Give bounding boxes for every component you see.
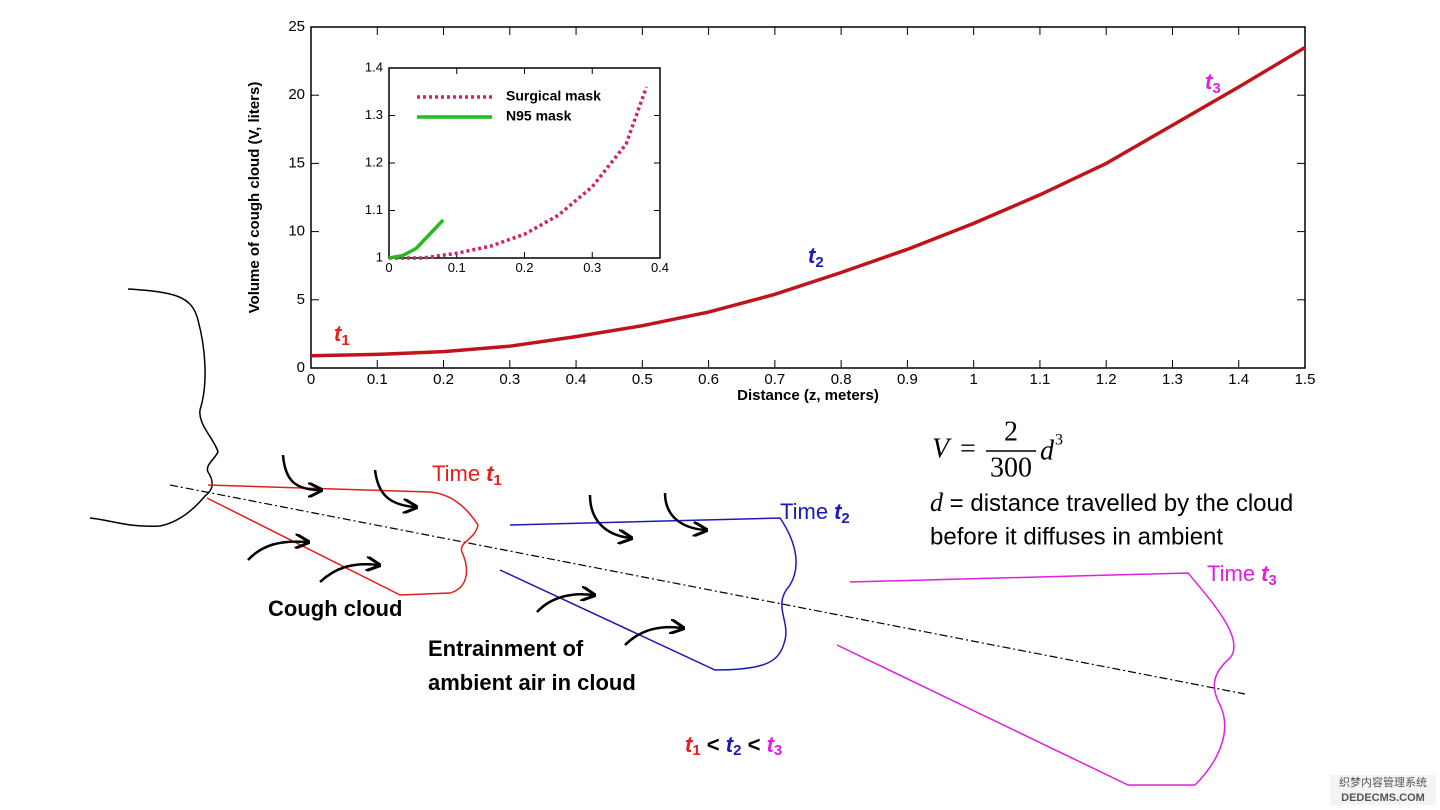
time-sub: 1 (493, 472, 501, 489)
x-tick-label: 1.2 (1096, 371, 1117, 388)
order-label: t1 < t2 < t3 (685, 732, 782, 762)
time-sub: 3 (1268, 572, 1276, 589)
time-prefix: Time (780, 499, 828, 524)
time-label: Time t2 (780, 499, 850, 527)
formula-numerator: 2 (1004, 416, 1018, 447)
cloud-2 (499, 517, 797, 671)
data-line (389, 86, 649, 260)
formula-note: d = distance travelled by the cloud (930, 488, 1293, 517)
formula-eq: = (960, 433, 976, 464)
charts: 0 0.1 0.2 0.3 0.4 0.5 0.6 0.7 0.8 0.9 1 1.1 1.2 1.3 1.… (246, 18, 1315, 404)
face-outline (89, 288, 219, 528)
x-tick-label: 0.1 (367, 371, 388, 388)
formula: V = 2 300 d 3 (932, 416, 1063, 483)
x-tick-label: 0.9 (897, 371, 918, 388)
x-tick-label: 0.6 (698, 371, 719, 388)
annotation: t2 (808, 243, 824, 271)
formula-denominator: 300 (990, 452, 1032, 483)
annotation-t: t (1205, 69, 1214, 94)
x-tick-label: 1.1 (1030, 371, 1051, 388)
y-tick-label: 5 (297, 291, 305, 308)
arrows (247, 454, 705, 646)
annotation: t3 (1205, 69, 1221, 97)
order-sub: 2 (733, 742, 741, 759)
x-tick-label: 0.3 (499, 371, 520, 388)
x-tick-label: 0 (385, 260, 392, 275)
formula-var: d (1040, 435, 1055, 466)
x-tick-label: 0.2 (515, 260, 533, 275)
order-sub: 3 (774, 742, 782, 759)
note-text: = distance travelled by the cloud (950, 490, 1294, 517)
annotation-t: t (334, 321, 343, 346)
plot-frame (388, 67, 661, 259)
order-lt: < (748, 732, 761, 757)
order-t: t (767, 732, 776, 757)
order-lt: < (707, 732, 720, 757)
y-tick-label: 1 (376, 249, 383, 264)
time-prefix: Time (432, 461, 480, 486)
x-tick-label: 1 (969, 371, 977, 388)
time-sub: 2 (841, 510, 849, 527)
chart: 0 0.1 0.2 0.3 0.4 1 1.1 1.2 1.3 1.4 Surgical mask N… (365, 59, 669, 274)
x-tick-label: 0.4 (566, 371, 587, 388)
time-t: t (486, 461, 495, 486)
y-tick-label: 1.4 (365, 59, 383, 74)
annotation-t: t (808, 243, 817, 268)
cloud-1 (206, 484, 479, 596)
cough-cloud-label: Cough cloud (268, 596, 402, 621)
x-tick-label: 0.1 (448, 260, 466, 275)
diagram: Cough cloud Entrainment of ambient air i… (89, 288, 1436, 805)
y-tick-label: 15 (288, 154, 305, 171)
centerline (169, 484, 1246, 695)
annotation-sub: 3 (1212, 80, 1220, 97)
y-tick-label: 1.1 (365, 202, 383, 217)
order-t: t (685, 732, 694, 757)
y-tick-label: 1.3 (365, 107, 383, 122)
y-tick-label: 1.2 (365, 154, 383, 169)
x-tick-label: 0.3 (583, 260, 601, 275)
legend-label: N95 mask (506, 108, 572, 124)
formula-note: before it diffuses in ambient (930, 523, 1223, 550)
entrainment-label: Entrainment of (428, 636, 584, 661)
annotation-sub: 1 (341, 332, 349, 349)
formula-exponent: 3 (1055, 432, 1063, 449)
time-t: t (834, 499, 843, 524)
cloud-3 (836, 572, 1235, 786)
time-t: t (1261, 561, 1270, 586)
x-tick-label: 1.4 (1228, 371, 1249, 388)
annotation-sub: 2 (815, 254, 823, 271)
y-axis-label: Volume of cough cloud (V, liters) (246, 82, 263, 314)
order-sub: 1 (692, 742, 700, 759)
note-var: d (930, 488, 944, 517)
formula-lhs: V (932, 433, 952, 464)
time-prefix: Time (1207, 561, 1255, 586)
data-line (310, 45, 1306, 358)
x-tick-label: 1.5 (1295, 371, 1316, 388)
watermark: DEDECMS.COM (1341, 792, 1425, 804)
legend-label: Surgical mask (506, 88, 601, 104)
watermark-bg (1330, 775, 1436, 805)
x-tick-label: 0.7 (764, 371, 785, 388)
x-tick-label: 1.3 (1162, 371, 1183, 388)
entrainment-label: ambient air in cloud (428, 670, 636, 695)
annotation: t1 (334, 321, 350, 349)
x-tick-label: 0.2 (433, 371, 454, 388)
x-axis-label: Distance (z, meters) (737, 387, 879, 404)
x-tick-label: 0.5 (632, 371, 653, 388)
y-tick-label: 0 (297, 359, 305, 376)
watermark: 织梦内容管理系统 (1339, 775, 1427, 789)
x-tick-label: 0.4 (651, 260, 669, 275)
y-tick-label: 25 (288, 18, 305, 35)
x-tick-label: 0.8 (831, 371, 852, 388)
time-label: Time t3 (1207, 561, 1277, 589)
y-tick-label: 10 (288, 223, 305, 240)
order-t: t (726, 732, 735, 757)
data-line (388, 218, 445, 260)
time-label: Time t1 (432, 461, 502, 489)
x-tick-label: 0 (307, 371, 315, 388)
y-tick-label: 20 (288, 86, 305, 103)
